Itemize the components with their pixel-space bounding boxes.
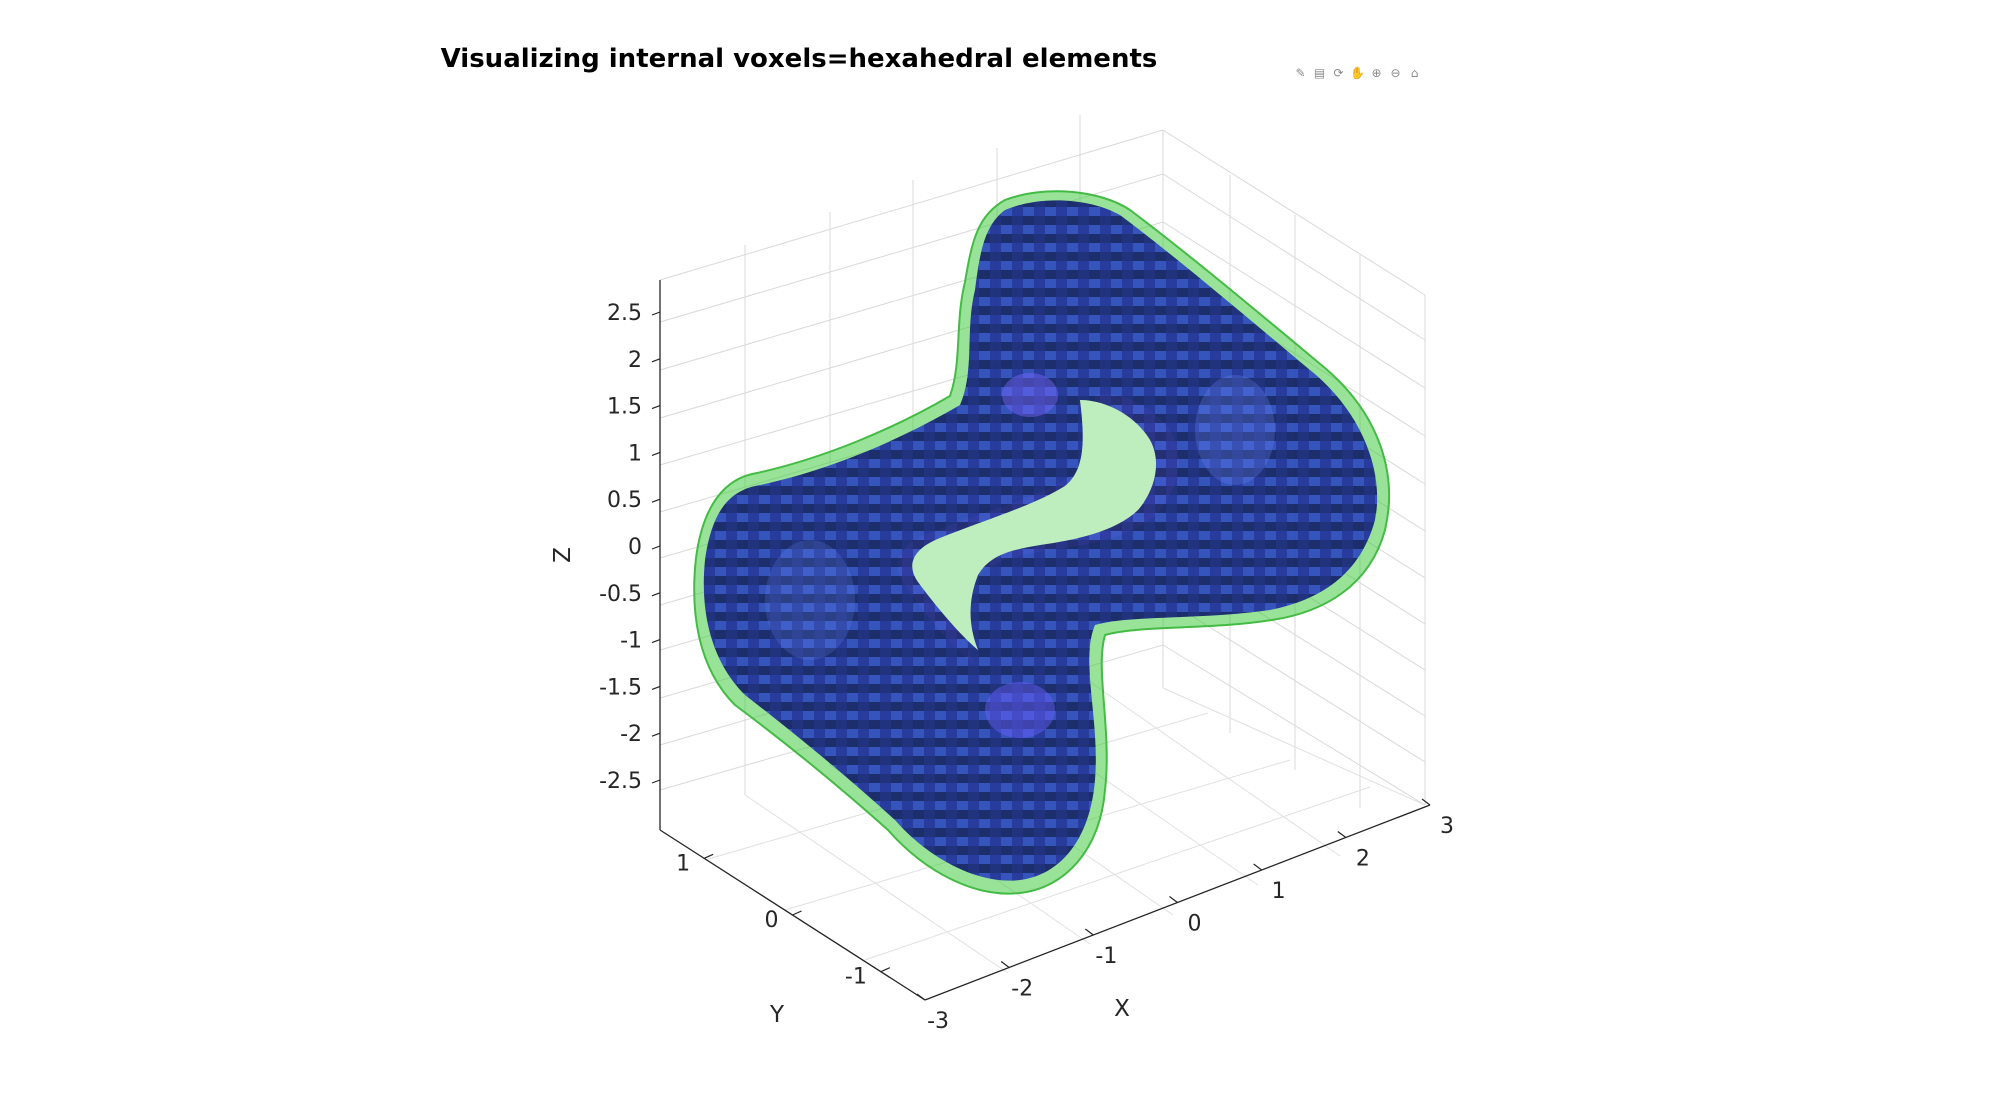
z-tick-mark — [651, 311, 661, 316]
z-tick-label: -2 — [620, 722, 642, 747]
x-tick-mark — [1000, 961, 1010, 968]
x-tick-mark — [1084, 928, 1094, 936]
z-tick-mark — [651, 358, 661, 363]
z-tick-label: 2.5 — [607, 301, 642, 326]
x-tick-mark — [1337, 831, 1347, 838]
z-tick-mark — [651, 779, 661, 784]
datatip-icon[interactable]: ▤ — [1313, 65, 1326, 80]
y-axis-label: Y — [769, 1002, 785, 1028]
z-tick-mark — [651, 732, 661, 737]
y-tick-mark — [880, 967, 891, 973]
y-tick-mark — [792, 910, 802, 916]
x-tick-label: 2 — [1356, 847, 1370, 872]
x-axis-label: X — [1114, 996, 1130, 1022]
z-tick-mark — [651, 498, 661, 503]
z-tick-label: 0 — [628, 535, 642, 560]
z-tick-label: 1 — [628, 441, 642, 466]
z-tick-mark — [651, 545, 661, 550]
x-axis-ticks: -3 -2 -1 0 1 2 3 — [916, 798, 1454, 1034]
x-tick-label: 0 — [1188, 912, 1202, 937]
x-tick-mark — [1253, 863, 1263, 871]
x-tick-label: -3 — [927, 1009, 949, 1034]
z-axis-label: Z — [550, 547, 576, 563]
y-tick-label: 0 — [765, 908, 779, 933]
z-tick-label: 2 — [628, 348, 642, 373]
z-axis-ticks: -2.5 -2 -1.5 -1 -0.5 0 0.5 1 1.5 2 2.5 — [599, 301, 661, 794]
x-tick-mark — [1169, 896, 1178, 903]
voxel-elements — [703, 200, 1378, 881]
x-tick-label: -2 — [1011, 977, 1033, 1002]
y-tick-mark — [703, 853, 714, 859]
z-tick-label: -2.5 — [599, 769, 642, 794]
x-tick-label: 3 — [1440, 814, 1454, 839]
pan-hand-icon[interactable]: ✋ — [1350, 65, 1365, 80]
z-tick-label: -0.5 — [599, 582, 642, 607]
zoom-in-icon[interactable]: ⊕ — [1371, 65, 1382, 80]
x-tick-mark — [916, 993, 926, 1001]
y-tick-label: -1 — [845, 965, 867, 990]
restore-view-home-icon[interactable]: ⌂ — [1410, 65, 1419, 80]
x-tick-label: -1 — [1095, 944, 1117, 969]
z-tick-label: 0.5 — [607, 488, 642, 513]
axes-toolbar: ✎ ▤ ⟳ ✋ ⊕ ⊖ ⌂ — [1292, 64, 1423, 82]
x-tick-label: 1 — [1272, 879, 1286, 904]
z-tick-mark — [651, 639, 661, 644]
z-tick-mark — [651, 592, 661, 597]
z-tick-mark — [651, 685, 661, 690]
brush-icon[interactable]: ✎ — [1295, 65, 1306, 80]
x-tick-mark — [1421, 798, 1431, 806]
z-tick-label: 1.5 — [607, 395, 642, 420]
rotate-3d-icon[interactable]: ⟳ — [1333, 65, 1344, 80]
z-tick-mark — [651, 451, 661, 456]
z-tick-label: -1.5 — [599, 675, 642, 700]
chart-title: Visualizing internal voxels=hexahedral e… — [440, 44, 1158, 74]
y-tick-label: 1 — [676, 851, 690, 876]
z-tick-mark — [651, 405, 661, 410]
y-axis-ticks: -1 0 1 — [676, 851, 891, 990]
z-tick-label: -1 — [620, 629, 642, 654]
zoom-out-icon[interactable]: ⊖ — [1390, 65, 1401, 80]
